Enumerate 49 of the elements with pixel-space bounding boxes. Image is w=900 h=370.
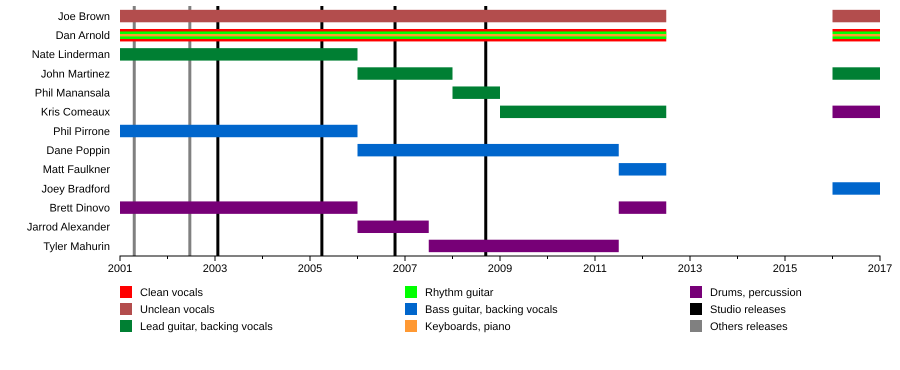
y-tick-label: Joe Brown [58, 10, 110, 23]
y-tick-label: Nate Linderman [32, 49, 110, 62]
bar [120, 10, 666, 22]
y-tick-label: Kris Comeaux [40, 106, 110, 119]
bar [358, 144, 619, 156]
bar [500, 106, 666, 118]
bar [832, 34, 880, 36]
y-tick-label: John Martinez [40, 68, 110, 80]
bar [832, 67, 880, 80]
y-tick-label: Dan Arnold [56, 30, 110, 42]
legend-label: Others releases [710, 320, 788, 333]
y-tick-label: Joey Bradford [42, 183, 110, 196]
legend-label: Clean vocals [140, 286, 204, 299]
bar [120, 34, 666, 36]
y-tick-label: Brett Dinovo [49, 202, 110, 214]
y-tick-label: Tyler Mahurin [43, 240, 110, 253]
x-tick-label: 2009 [488, 262, 512, 275]
x-tick-label: 2017 [868, 262, 892, 275]
legend-label: Bass guitar, backing vocals [425, 304, 558, 316]
x-tick-label: 2001 [108, 262, 132, 275]
legend-label: Drums, percussion [710, 286, 802, 299]
y-tick-label: Jarrod Alexander [26, 222, 110, 234]
bar [618, 163, 666, 176]
legend-label: Keyboards, piano [425, 320, 511, 333]
bar [428, 240, 619, 252]
x-tick-label: 2015 [772, 262, 798, 275]
bar [120, 48, 358, 61]
bar [832, 106, 880, 118]
y-tick-label: Phil Manansala [34, 88, 111, 100]
bar [358, 67, 452, 80]
bar [832, 10, 880, 22]
y-tick-label: Dane Poppin [46, 145, 110, 158]
x-tick-label: 2003 [202, 262, 228, 275]
x-tick-label: 2005 [298, 262, 322, 275]
y-tick-label: Phil Pirrone [53, 126, 110, 138]
legend-label: Rhythm guitar [425, 286, 494, 299]
bar [832, 182, 880, 195]
bar [618, 201, 666, 214]
bar [120, 124, 358, 138]
x-tick-label: 2011 [583, 262, 607, 275]
y-tick-label: Matt Faulkner [42, 164, 110, 176]
legend-label: Studio releases [710, 304, 786, 316]
x-tick-label: 2007 [392, 262, 418, 275]
legend-label: Unclean vocals [140, 304, 216, 316]
bar [358, 220, 429, 234]
legend-label: Lead guitar, backing vocals [140, 320, 274, 333]
bar [120, 201, 358, 214]
x-tick-label: 2013 [678, 262, 702, 275]
bar [452, 86, 500, 99]
